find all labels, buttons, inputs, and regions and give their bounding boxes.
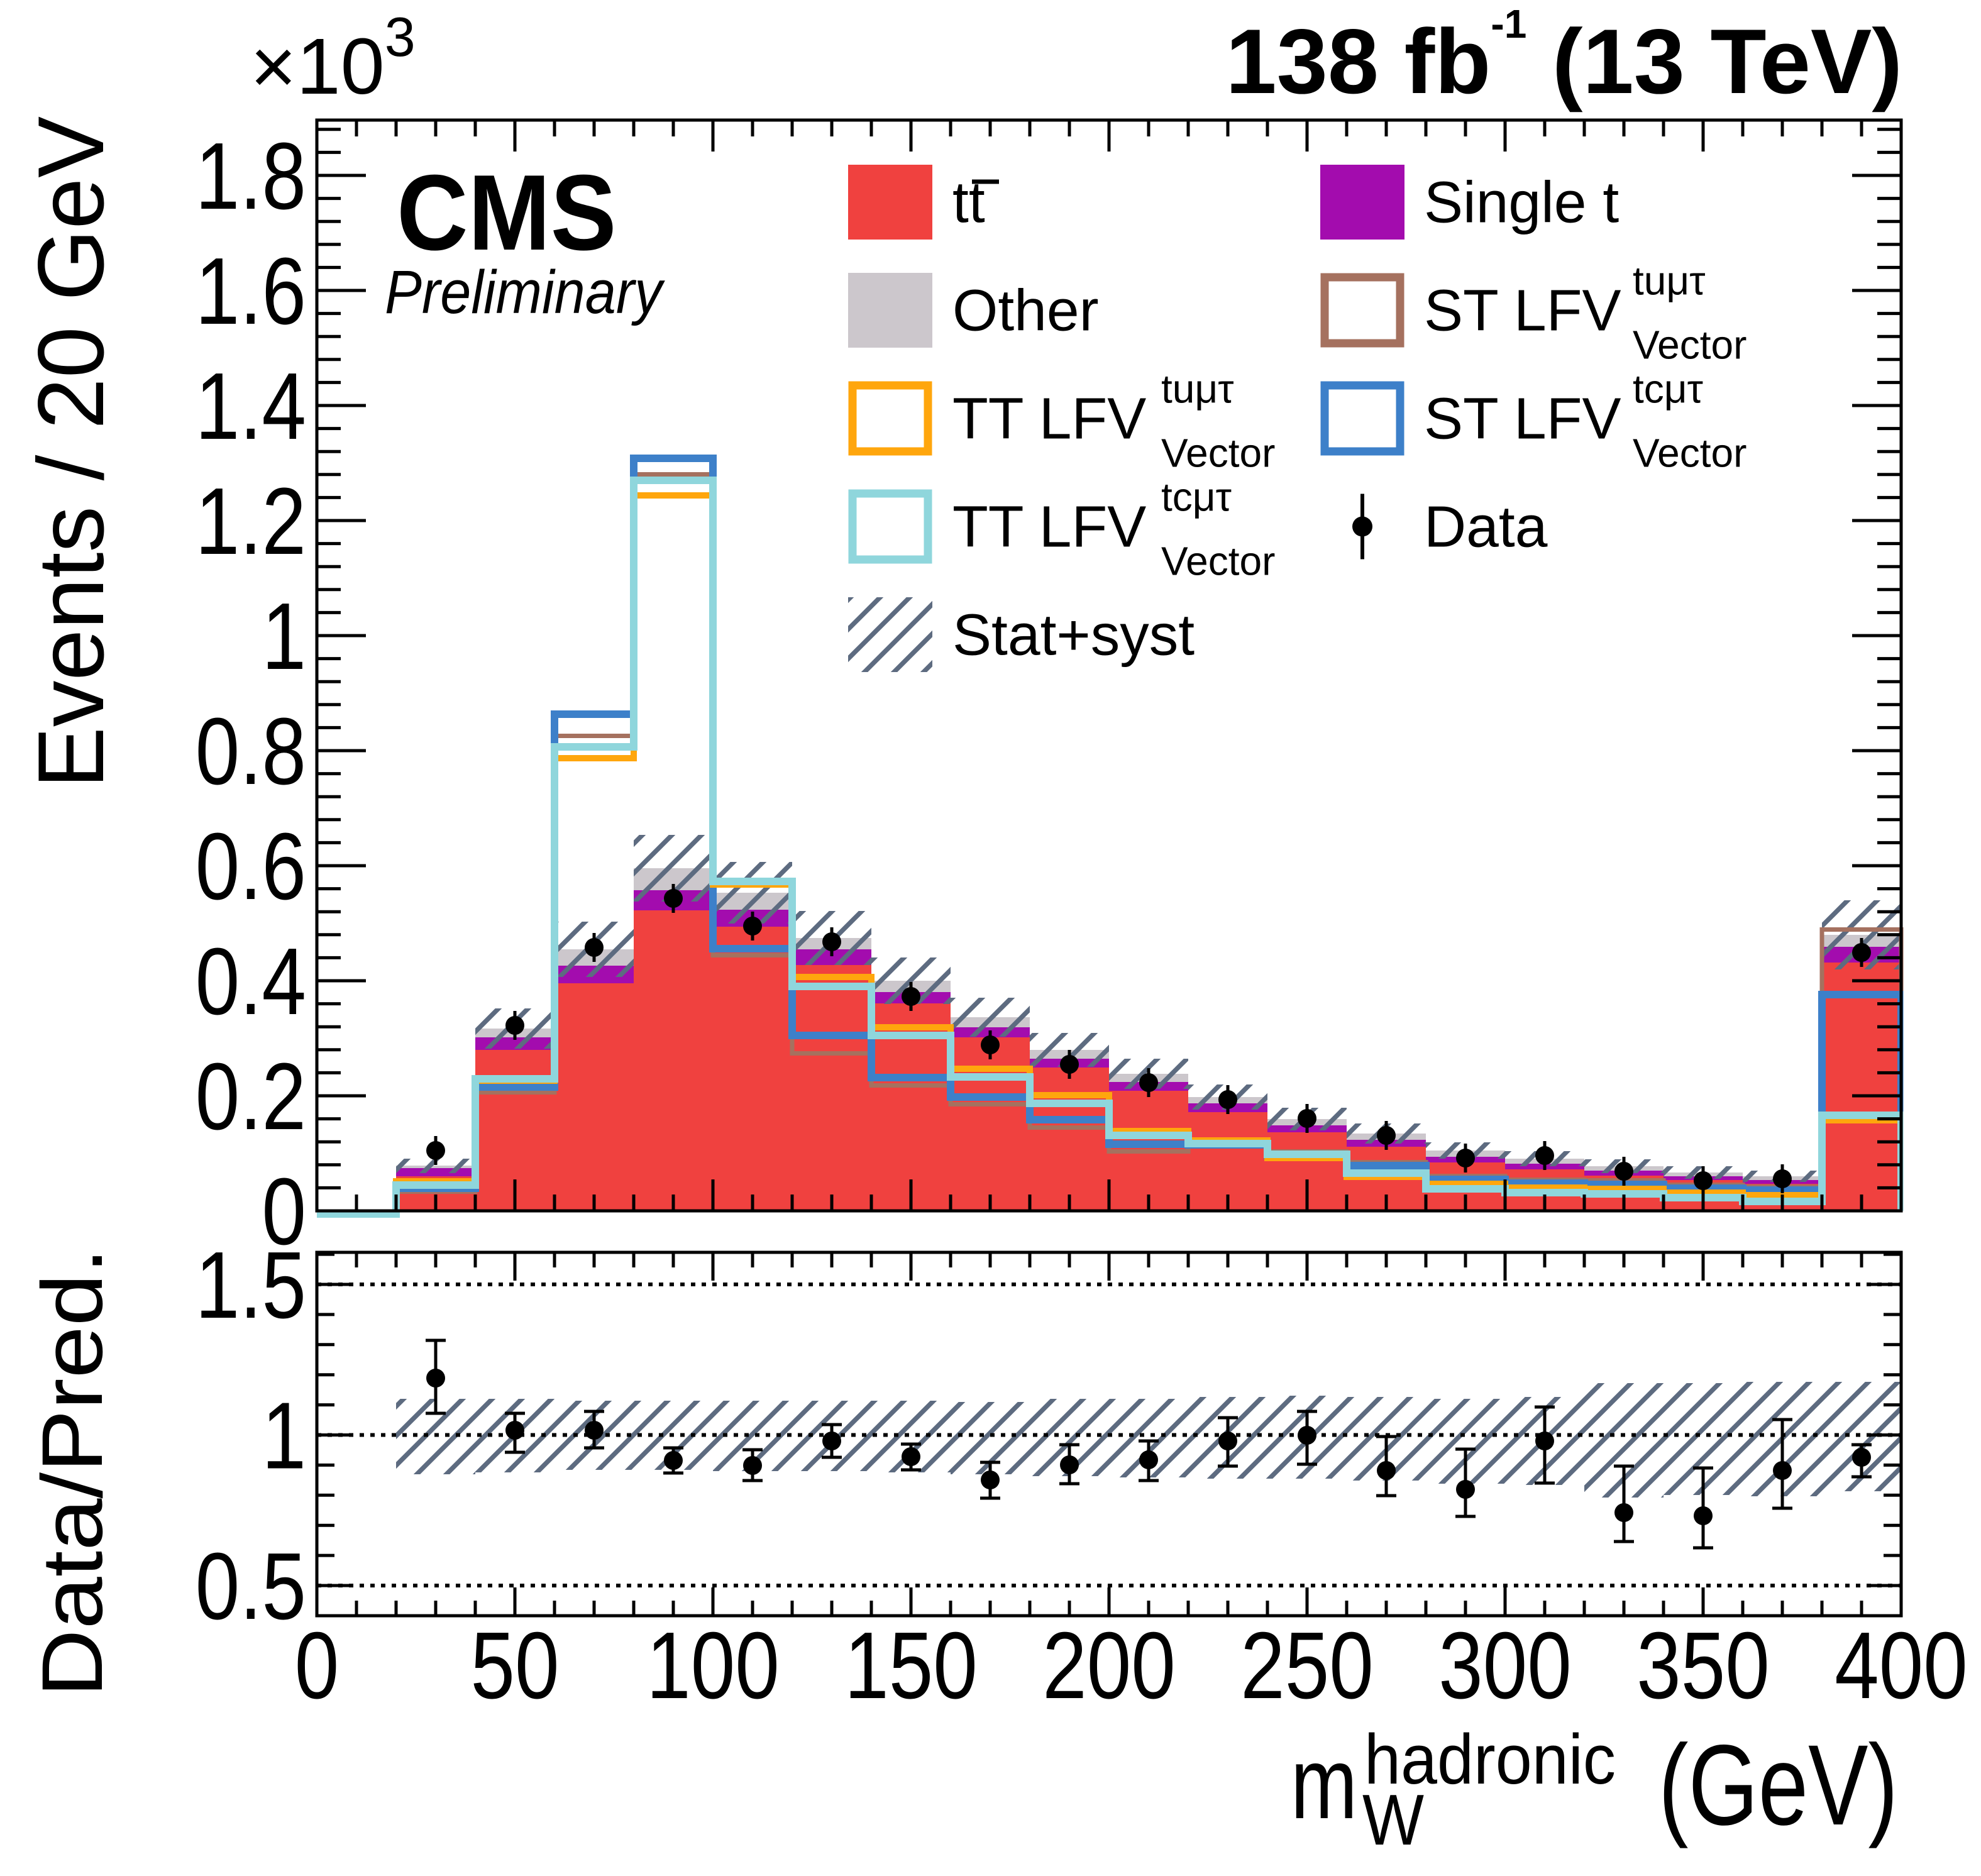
svg-text:1: 1	[262, 583, 306, 690]
svg-text:(GeV): (GeV)	[1658, 1721, 1898, 1849]
svg-text:ST LFV: ST LFV	[1424, 386, 1621, 451]
svg-text:1.2: 1.2	[196, 468, 306, 575]
svg-text:150: 150	[844, 1613, 978, 1719]
svg-text:Other: Other	[952, 278, 1099, 343]
svg-text:Single t: Single t	[1424, 170, 1619, 235]
svg-text:CMS: CMS	[397, 152, 617, 273]
svg-text:TT LFV: TT LFV	[952, 494, 1146, 560]
svg-text:1: 1	[262, 1382, 306, 1489]
svg-text:Data/Pred.: Data/Pred.	[25, 1248, 121, 1697]
svg-text:1.8: 1.8	[196, 123, 306, 229]
svg-text:tt: tt	[952, 170, 985, 235]
svg-text:tcμτ: tcμτ	[1161, 475, 1232, 520]
svg-text:0.2: 0.2	[196, 1044, 306, 1150]
svg-text:300: 300	[1438, 1613, 1572, 1719]
svg-text:0: 0	[295, 1613, 339, 1719]
svg-text:0.6: 0.6	[196, 814, 306, 920]
svg-text:tcμτ: tcμτ	[1633, 367, 1703, 412]
svg-text:400: 400	[1835, 1613, 1968, 1719]
svg-text:0.4: 0.4	[196, 929, 306, 1035]
svg-text:1.5: 1.5	[196, 1232, 306, 1338]
svg-text:Vector: Vector	[1161, 539, 1275, 584]
svg-text:0.5: 0.5	[196, 1533, 306, 1640]
svg-text:TT LFV: TT LFV	[952, 386, 1146, 451]
svg-text:250: 250	[1240, 1613, 1374, 1719]
svg-text:138 fb-1 (13 TeV): 138 fb-1 (13 TeV)	[1225, 1, 1902, 113]
svg-text:1.6: 1.6	[196, 238, 306, 345]
svg-text:Data: Data	[1424, 494, 1548, 560]
svg-text:Vector: Vector	[1633, 323, 1746, 368]
svg-text:1.4: 1.4	[196, 353, 306, 460]
svg-text:0.8: 0.8	[196, 698, 306, 805]
svg-text:Preliminary: Preliminary	[385, 258, 666, 326]
svg-text:100: 100	[646, 1613, 780, 1719]
svg-text:tuμτ: tuμτ	[1161, 367, 1234, 412]
svg-text:Vector: Vector	[1161, 431, 1275, 476]
svg-text:m: m	[1291, 1726, 1357, 1840]
svg-text:200: 200	[1042, 1613, 1176, 1719]
svg-text:ST LFV: ST LFV	[1424, 278, 1621, 343]
svg-text:Stat+syst: Stat+syst	[952, 602, 1195, 668]
svg-text:50: 50	[470, 1613, 559, 1719]
svg-text:Events / 20 GeV: Events / 20 GeV	[18, 116, 123, 788]
svg-text:Vector: Vector	[1633, 431, 1746, 476]
svg-text:350: 350	[1636, 1613, 1770, 1719]
svg-text:hadronic: hadronic	[1364, 1720, 1616, 1799]
svg-text:tuμτ: tuμτ	[1633, 258, 1706, 304]
